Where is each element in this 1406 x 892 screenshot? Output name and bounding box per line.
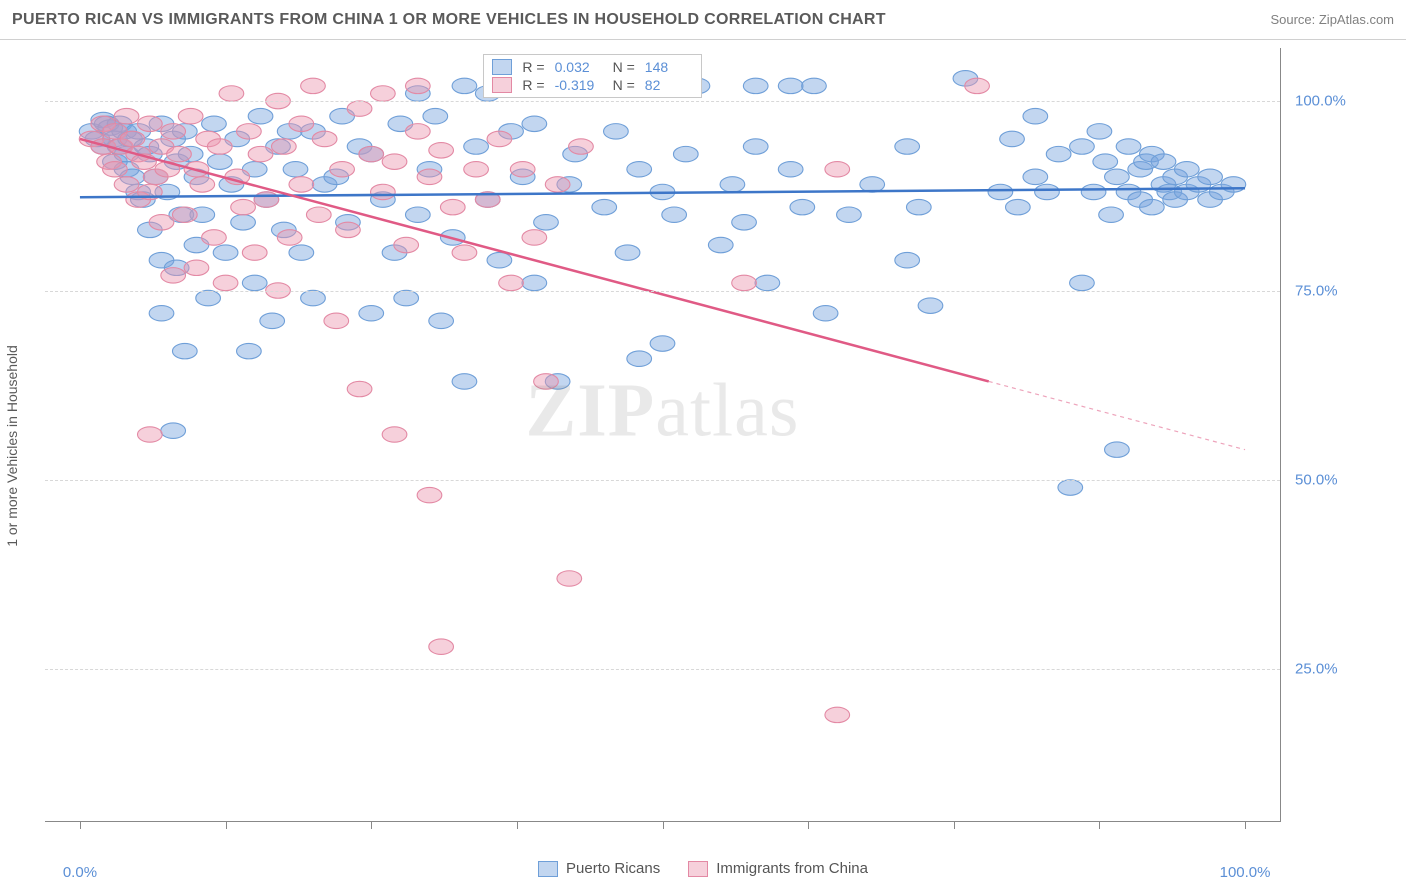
swatch-blue-icon: [538, 861, 558, 877]
x-tick: [663, 821, 664, 829]
y-tick-label: 100.0%: [1295, 93, 1375, 110]
chart-plot-area: ZIPatlas R =0.032 N =148 R =-0.319 N =82…: [45, 48, 1281, 822]
x-tick: [808, 821, 809, 829]
x-tick: [1245, 821, 1246, 829]
swatch-pink-icon: [688, 861, 708, 877]
x-tick: [371, 821, 372, 829]
source-label: Source: ZipAtlas.com: [1270, 12, 1394, 27]
y-tick-label: 75.0%: [1295, 282, 1375, 299]
bottom-legend: Puerto Ricans Immigrants from China: [0, 860, 1406, 877]
chart-title: PUERTO RICAN VS IMMIGRANTS FROM CHINA 1 …: [12, 11, 886, 29]
gridline-h: [45, 669, 1280, 670]
legend-item-blue: Puerto Ricans: [538, 860, 660, 877]
r-value-blue: 0.032: [555, 59, 603, 75]
stats-row-pink: R =-0.319 N =82: [492, 77, 692, 93]
n-value-pink: 82: [645, 77, 693, 93]
y-tick-label: 50.0%: [1295, 471, 1375, 488]
legend-label-pink: Immigrants from China: [716, 860, 868, 877]
swatch-blue: [492, 59, 512, 75]
stats-row-blue: R =0.032 N =148: [492, 59, 692, 75]
y-tick-label: 25.0%: [1295, 661, 1375, 678]
y-axis-title: 1 or more Vehicles in Household: [4, 345, 20, 547]
stats-legend: R =0.032 N =148 R =-0.319 N =82: [483, 54, 701, 98]
trend-lines: [45, 48, 1280, 821]
x-tick: [226, 821, 227, 829]
legend-label-blue: Puerto Ricans: [566, 860, 660, 877]
x-tick: [1099, 821, 1100, 829]
x-tick: [80, 821, 81, 829]
x-tick: [517, 821, 518, 829]
gridline-h: [45, 291, 1280, 292]
r-value-pink: -0.319: [555, 77, 603, 93]
gridline-h: [45, 101, 1280, 102]
gridline-h: [45, 480, 1280, 481]
swatch-pink: [492, 77, 512, 93]
x-tick: [954, 821, 955, 829]
n-value-blue: 148: [645, 59, 693, 75]
legend-item-pink: Immigrants from China: [688, 860, 868, 877]
